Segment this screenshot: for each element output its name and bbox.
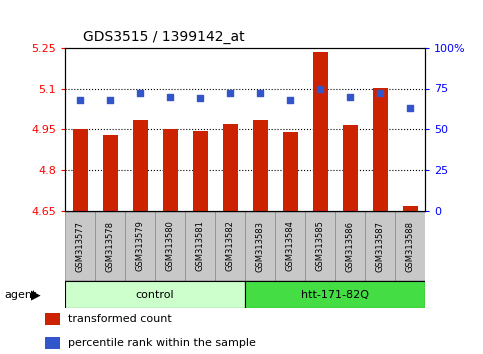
Point — [256, 91, 264, 96]
Point — [226, 91, 234, 96]
Bar — [372, 88, 387, 211]
Point — [286, 97, 294, 103]
Bar — [73, 129, 88, 211]
FancyBboxPatch shape — [215, 211, 245, 281]
FancyBboxPatch shape — [125, 211, 155, 281]
Point — [166, 94, 174, 99]
Bar — [283, 132, 298, 211]
Bar — [163, 129, 178, 211]
Point — [346, 94, 354, 99]
FancyBboxPatch shape — [335, 211, 365, 281]
Text: GSM313582: GSM313582 — [226, 221, 235, 272]
FancyBboxPatch shape — [185, 211, 215, 281]
FancyBboxPatch shape — [245, 281, 425, 308]
Text: GSM313585: GSM313585 — [315, 221, 325, 272]
Text: GSM313578: GSM313578 — [106, 221, 114, 272]
Text: GSM313581: GSM313581 — [196, 221, 205, 272]
FancyBboxPatch shape — [365, 211, 395, 281]
Point — [196, 96, 204, 101]
FancyBboxPatch shape — [65, 211, 95, 281]
FancyBboxPatch shape — [305, 211, 335, 281]
FancyBboxPatch shape — [395, 211, 425, 281]
Bar — [223, 124, 238, 211]
Text: GSM313579: GSM313579 — [136, 221, 145, 272]
Bar — [253, 120, 268, 211]
Point — [106, 97, 114, 103]
Text: GSM313583: GSM313583 — [256, 221, 265, 272]
Text: GSM313577: GSM313577 — [76, 221, 85, 272]
FancyBboxPatch shape — [95, 211, 125, 281]
Point — [376, 91, 384, 96]
Bar — [402, 206, 417, 211]
Point — [136, 91, 144, 96]
FancyBboxPatch shape — [155, 211, 185, 281]
Point — [316, 86, 324, 91]
FancyBboxPatch shape — [275, 211, 305, 281]
Text: control: control — [136, 290, 174, 300]
Bar — [103, 135, 118, 211]
Text: GDS3515 / 1399142_at: GDS3515 / 1399142_at — [83, 30, 245, 44]
Text: percentile rank within the sample: percentile rank within the sample — [68, 338, 256, 348]
Text: agent: agent — [5, 290, 37, 300]
Bar — [342, 125, 357, 211]
FancyBboxPatch shape — [65, 281, 245, 308]
Bar — [45, 337, 60, 349]
FancyBboxPatch shape — [245, 211, 275, 281]
Point — [406, 105, 414, 111]
Bar — [313, 52, 327, 211]
Text: GSM313588: GSM313588 — [406, 221, 414, 272]
Text: GSM313580: GSM313580 — [166, 221, 175, 272]
Text: GSM313584: GSM313584 — [285, 221, 295, 272]
Bar — [193, 131, 208, 211]
Text: GSM313586: GSM313586 — [345, 221, 355, 272]
Bar — [45, 313, 60, 325]
Text: GSM313587: GSM313587 — [376, 221, 384, 272]
Text: htt-171-82Q: htt-171-82Q — [301, 290, 369, 300]
Point — [76, 97, 84, 103]
Text: transformed count: transformed count — [68, 314, 171, 324]
Text: ▶: ▶ — [31, 288, 41, 301]
Bar — [133, 120, 148, 211]
